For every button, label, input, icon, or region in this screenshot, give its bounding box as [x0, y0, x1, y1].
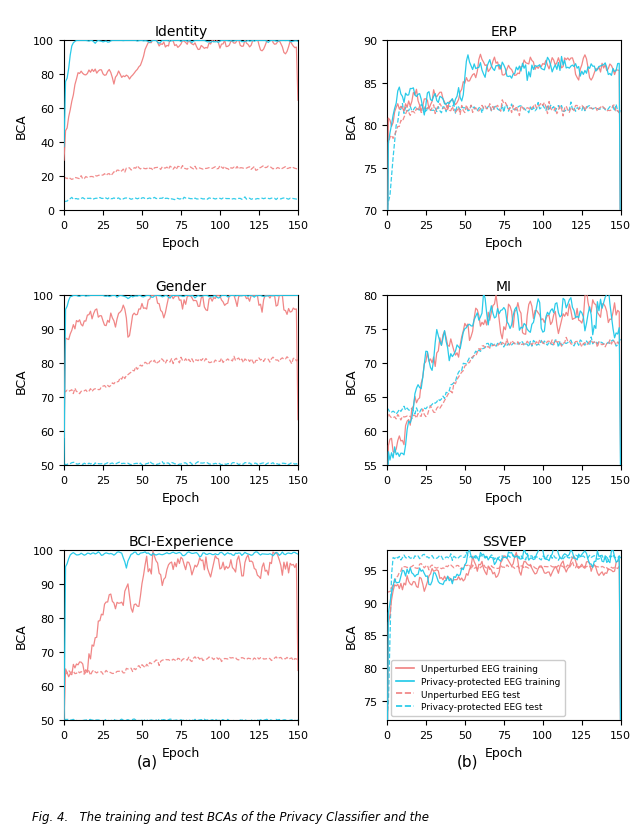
X-axis label: Epoch: Epoch [162, 236, 200, 249]
Y-axis label: BCA: BCA [15, 113, 28, 139]
X-axis label: Epoch: Epoch [484, 745, 523, 758]
Text: (b): (b) [456, 754, 478, 769]
Y-axis label: BCA: BCA [15, 623, 28, 648]
Text: (a): (a) [136, 754, 158, 769]
Y-axis label: BCA: BCA [344, 368, 358, 393]
X-axis label: Epoch: Epoch [162, 491, 200, 504]
Title: MI: MI [496, 280, 512, 293]
Legend: Unperturbed EEG training, Privacy-protected EEG training, Unperturbed EEG test, : Unperturbed EEG training, Privacy-protec… [392, 660, 565, 716]
Title: ERP: ERP [490, 25, 517, 39]
X-axis label: Epoch: Epoch [484, 236, 523, 249]
Y-axis label: BCA: BCA [15, 368, 28, 393]
Y-axis label: BCA: BCA [344, 113, 358, 139]
X-axis label: Epoch: Epoch [162, 745, 200, 758]
Text: Fig. 4.   The training and test BCAs of the Privacy Classifier and the: Fig. 4. The training and test BCAs of th… [32, 810, 429, 823]
Title: Identity: Identity [154, 25, 207, 39]
Title: SSVEP: SSVEP [482, 534, 526, 548]
Title: BCI-Experience: BCI-Experience [128, 534, 234, 548]
X-axis label: Epoch: Epoch [484, 491, 523, 504]
Y-axis label: BCA: BCA [344, 623, 358, 648]
Title: Gender: Gender [156, 280, 207, 293]
